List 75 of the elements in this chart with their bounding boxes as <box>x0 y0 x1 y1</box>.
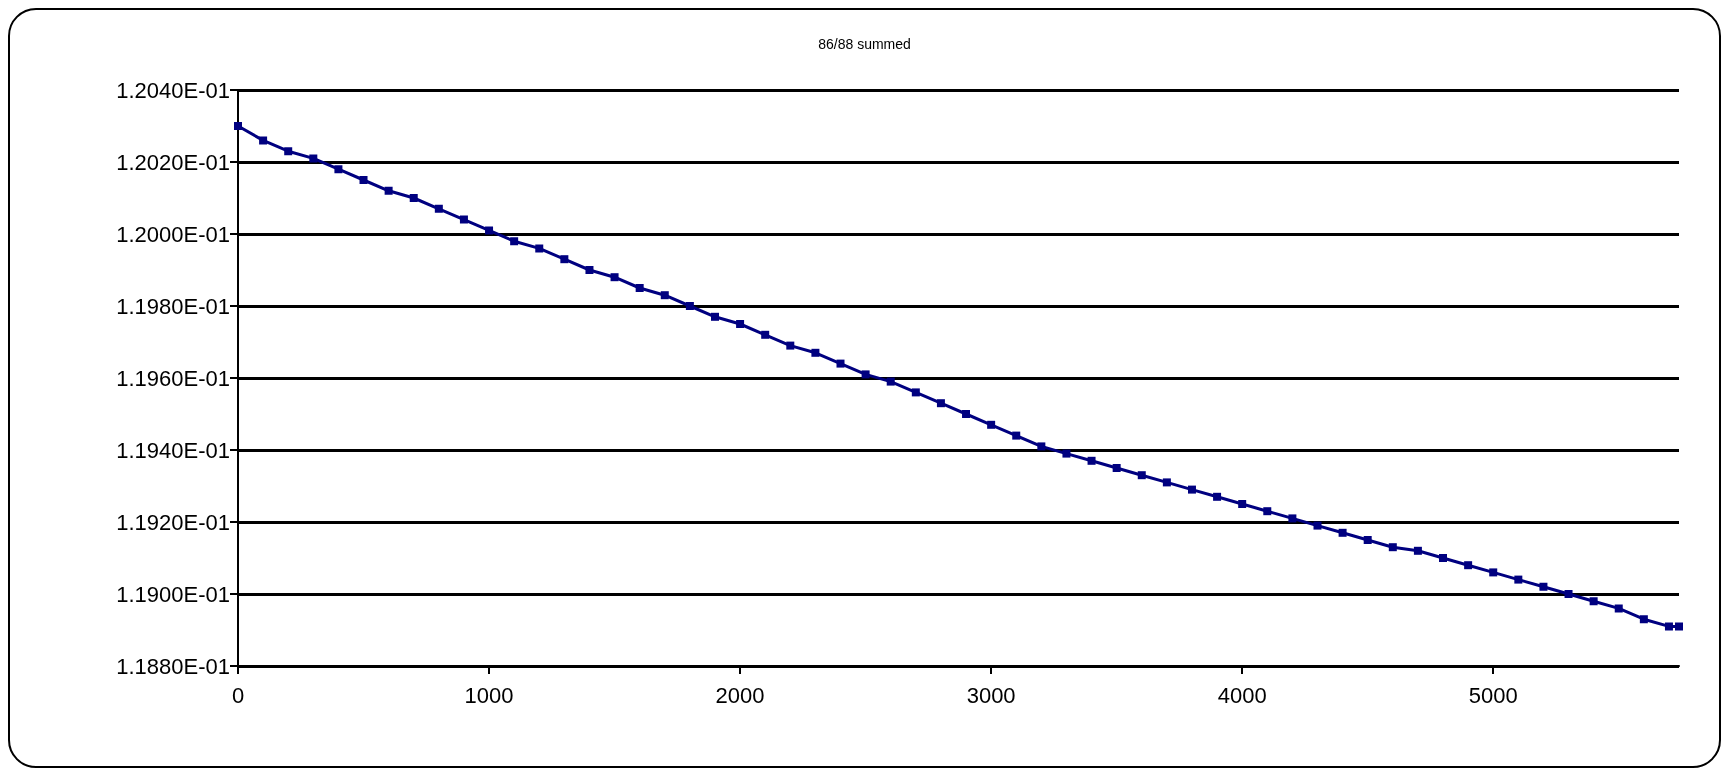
point <box>911 388 920 397</box>
point <box>234 122 242 130</box>
point <box>1338 528 1347 537</box>
point <box>459 215 468 224</box>
point <box>1514 575 1523 584</box>
point <box>685 302 694 310</box>
point <box>1137 471 1146 480</box>
point <box>1037 442 1046 451</box>
point <box>1112 464 1121 472</box>
point <box>811 348 820 357</box>
point <box>1313 521 1322 530</box>
point <box>736 320 745 328</box>
point <box>1363 536 1372 544</box>
point <box>1238 500 1247 508</box>
point <box>1589 597 1598 606</box>
y-tick-label: 1.1900E-01 <box>116 581 230 607</box>
chart-title: 86/88 summed <box>818 36 911 52</box>
point <box>1464 561 1473 570</box>
point <box>1388 543 1397 552</box>
point <box>987 420 996 429</box>
point <box>962 410 971 418</box>
y-tick-label: 1.1960E-01 <box>116 365 230 391</box>
point <box>1263 507 1272 516</box>
point <box>635 284 644 292</box>
point <box>1664 622 1673 631</box>
point <box>284 147 293 156</box>
point <box>585 266 594 274</box>
point <box>836 359 845 368</box>
point <box>1062 449 1071 458</box>
point <box>359 176 368 184</box>
point <box>1614 604 1623 613</box>
x-tick-label: 4000 <box>1217 682 1267 708</box>
point <box>1288 514 1297 523</box>
point <box>485 226 494 235</box>
x-tick-label: 3000 <box>966 682 1016 708</box>
point <box>1489 568 1498 577</box>
x-tick-label: 1000 <box>464 682 514 708</box>
point <box>710 312 719 321</box>
y-tick-label: 1.2040E-01 <box>116 77 230 103</box>
point <box>1564 590 1573 598</box>
point <box>309 154 318 163</box>
point <box>409 194 418 202</box>
y-tick-label: 1.2000E-01 <box>116 221 230 247</box>
point <box>434 204 443 213</box>
y-tick-label: 1.1920E-01 <box>116 509 230 535</box>
point <box>1187 485 1196 494</box>
point <box>535 244 544 253</box>
point <box>886 377 895 386</box>
x-tick-label: 0 <box>231 682 245 708</box>
y-tick-label: 1.1880E-01 <box>116 653 230 679</box>
point <box>1675 622 1683 631</box>
point <box>1413 546 1422 555</box>
point <box>560 255 569 264</box>
point <box>1162 478 1171 487</box>
point <box>510 237 519 246</box>
point <box>786 341 795 350</box>
point <box>1012 431 1021 440</box>
point <box>259 136 268 145</box>
point <box>1439 554 1448 562</box>
point <box>1087 456 1096 465</box>
x-tick-label: 5000 <box>1468 682 1518 708</box>
point <box>334 165 343 174</box>
point <box>1639 615 1648 624</box>
point <box>861 370 870 379</box>
point <box>936 399 945 408</box>
point <box>1539 582 1548 591</box>
point <box>1213 492 1222 501</box>
point <box>610 273 619 282</box>
x-tick-label: 2000 <box>715 682 765 708</box>
y-tick-label: 1.2020E-01 <box>116 149 230 175</box>
point <box>384 186 393 195</box>
y-tick-label: 1.1940E-01 <box>116 437 230 463</box>
point <box>660 291 669 300</box>
point <box>761 330 770 339</box>
y-tick-label: 1.1980E-01 <box>116 293 230 319</box>
